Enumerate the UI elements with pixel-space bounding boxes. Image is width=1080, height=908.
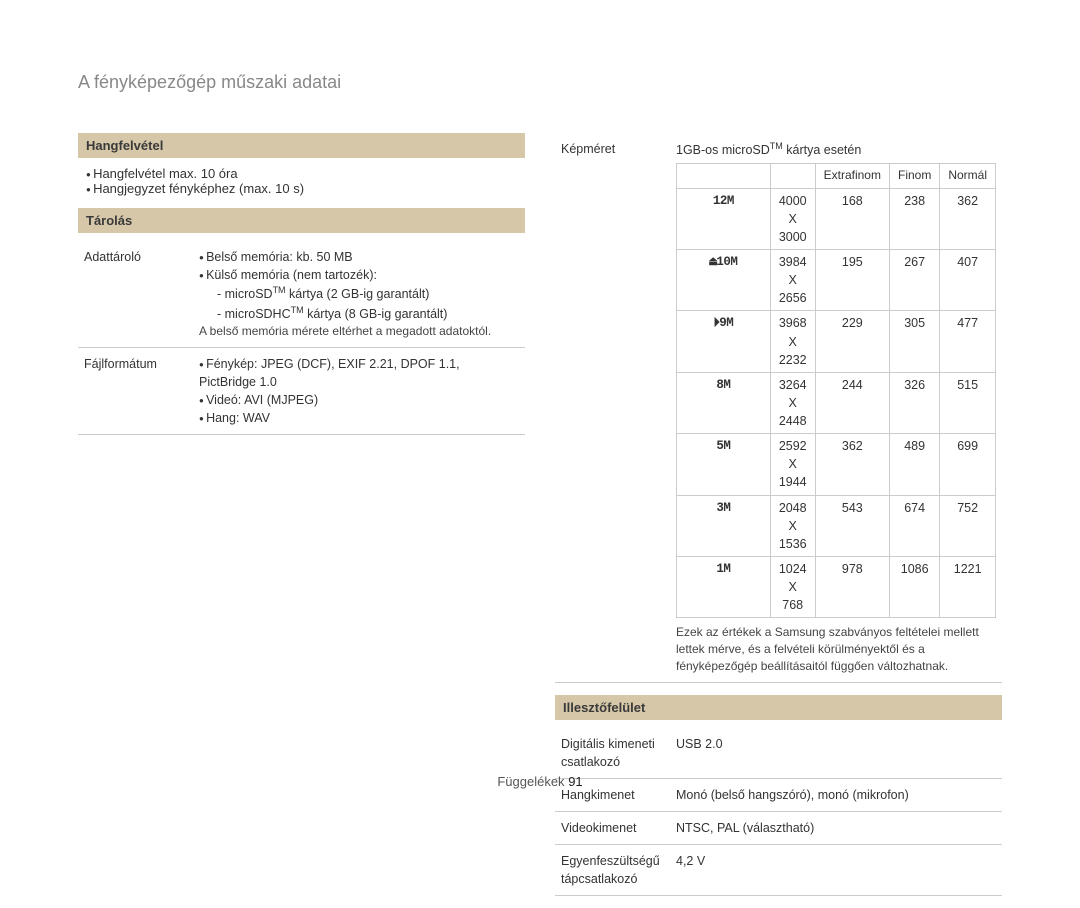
- value-cell: 362: [815, 434, 889, 495]
- list-item: Belső memória: kb. 50 MB: [199, 248, 519, 266]
- footer-label: Függelékek: [497, 774, 564, 789]
- list-item: Külső memória (nem tartozék):: [199, 266, 519, 284]
- row-label: Videokimenet: [555, 812, 670, 845]
- kepmeret-note: Ezek az értékek a Samsung szabványos fel…: [676, 624, 996, 674]
- size-icon: 1M: [677, 556, 771, 617]
- resolution-cell: 4000 X 3000: [770, 188, 815, 249]
- left-column: Hangfelvétel Hangfelvétel max. 10 óra Ha…: [78, 133, 525, 908]
- resolution-cell: 1024 X 768: [770, 556, 815, 617]
- kepmeret-wrapper: Képméret 1GB-os microSDTM kártya esetén …: [555, 133, 1002, 683]
- row-label: Képméret: [555, 133, 670, 682]
- value-cell: 244: [815, 372, 889, 433]
- list-item: Hangjegyzet fényképhez (max. 10 s): [86, 181, 525, 196]
- resolution-cell: 2048 X 1536: [770, 495, 815, 556]
- size-icon: ⏏10M: [677, 250, 771, 311]
- page-title: A fényképezőgép műszaki adatai: [78, 72, 1002, 93]
- row-label: Digitális kimeneti csatlakozó: [555, 728, 670, 779]
- table-row: Digitális kimeneti csatlakozó USB 2.0: [555, 728, 1002, 779]
- value-cell: 1086: [889, 556, 939, 617]
- storage-note: A belső memória mérete eltérhet a megado…: [199, 323, 519, 340]
- table-row: 8M3264 X 2448244326515: [677, 372, 996, 433]
- kepmeret-caption: 1GB-os microSDTM kártya esetén: [676, 140, 996, 159]
- table-row: Egyenfeszültségű tápcsatlakozó 4,2 V: [555, 845, 1002, 896]
- tarolas-table: Adattároló Belső memória: kb. 50 MB Küls…: [78, 241, 525, 435]
- row-label: Fájlformátum: [78, 347, 193, 435]
- page-number: 91: [568, 774, 582, 789]
- row-value: Fénykép: JPEG (DCF), EXIF 2.21, DPOF 1.1…: [193, 347, 525, 435]
- row-value: NTSC, PAL (választható): [670, 812, 1002, 845]
- size-icon: ⏵9M: [677, 311, 771, 372]
- section-tarolas: Tárolás: [78, 208, 525, 233]
- value-cell: 229: [815, 311, 889, 372]
- table-row: Adattároló Belső memória: kb. 50 MB Küls…: [78, 241, 525, 347]
- col-header: Normál: [940, 164, 996, 188]
- row-value: 1GB-os microSDTM kártya esetén Extrafino…: [670, 133, 1002, 682]
- table-row: 1M1024 X 76897810861221: [677, 556, 996, 617]
- value-cell: 362: [940, 188, 996, 249]
- size-icon: 12M: [677, 188, 771, 249]
- col-header: Finom: [889, 164, 939, 188]
- value-cell: 1221: [940, 556, 996, 617]
- value-cell: 326: [889, 372, 939, 433]
- illeszto-table: Digitális kimeneti csatlakozó USB 2.0 Ha…: [555, 728, 1002, 897]
- resolution-cell: 3984 X 2656: [770, 250, 815, 311]
- table-row: Fájlformátum Fénykép: JPEG (DCF), EXIF 2…: [78, 347, 525, 435]
- row-label: Egyenfeszültségű tápcsatlakozó: [555, 845, 670, 896]
- section-illeszto: Illesztőfelület: [555, 695, 1002, 720]
- hangfelvetel-list: Hangfelvétel max. 10 óra Hangjegyzet fén…: [78, 166, 525, 196]
- col-header: [770, 164, 815, 188]
- resolution-cell: 3264 X 2448: [770, 372, 815, 433]
- table-row: 5M2592 X 1944362489699: [677, 434, 996, 495]
- value-cell: 674: [889, 495, 939, 556]
- table-row: ⏵9M3968 X 2232229305477: [677, 311, 996, 372]
- value-cell: 752: [940, 495, 996, 556]
- right-column: Képméret 1GB-os microSDTM kártya esetén …: [555, 133, 1002, 908]
- value-cell: 238: [889, 188, 939, 249]
- resolution-cell: 3968 X 2232: [770, 311, 815, 372]
- list-item: Videó: AVI (MJPEG): [199, 391, 519, 409]
- table-row: Videokimenet NTSC, PAL (választható): [555, 812, 1002, 845]
- row-value: USB 2.0: [670, 728, 1002, 779]
- col-header: Extrafinom: [815, 164, 889, 188]
- list-item: Hangfelvétel max. 10 óra: [86, 166, 525, 181]
- list-item: microSDHCTM kártya (8 GB-ig garantált): [217, 304, 519, 323]
- size-icon: 8M: [677, 372, 771, 433]
- value-cell: 515: [940, 372, 996, 433]
- table-row: Képméret 1GB-os microSDTM kártya esetén …: [555, 133, 1002, 682]
- value-cell: 195: [815, 250, 889, 311]
- value-cell: 168: [815, 188, 889, 249]
- image-size-table: Extrafinom Finom Normál 12M4000 X 300016…: [676, 163, 996, 618]
- value-cell: 305: [889, 311, 939, 372]
- row-value: 4,2 V: [670, 845, 1002, 896]
- list-item: Hang: WAV: [199, 409, 519, 427]
- value-cell: 978: [815, 556, 889, 617]
- list-item: microSDTM kártya (2 GB-ig garantált): [217, 284, 519, 303]
- value-cell: 543: [815, 495, 889, 556]
- list-item: Fénykép: JPEG (DCF), EXIF 2.21, DPOF 1.1…: [199, 355, 519, 391]
- table-header-row: Extrafinom Finom Normál: [677, 164, 996, 188]
- row-label: Adattároló: [78, 241, 193, 347]
- page-footer: Függelékek 91: [0, 774, 1080, 789]
- table-row: 12M4000 X 3000168238362: [677, 188, 996, 249]
- table-row: 3M2048 X 1536543674752: [677, 495, 996, 556]
- table-row: ⏏10M3984 X 2656195267407: [677, 250, 996, 311]
- value-cell: 699: [940, 434, 996, 495]
- value-cell: 477: [940, 311, 996, 372]
- resolution-cell: 2592 X 1944: [770, 434, 815, 495]
- value-cell: 489: [889, 434, 939, 495]
- size-icon: 5M: [677, 434, 771, 495]
- value-cell: 407: [940, 250, 996, 311]
- value-cell: 267: [889, 250, 939, 311]
- col-header: [677, 164, 771, 188]
- size-icon: 3M: [677, 495, 771, 556]
- section-hangfelvetel: Hangfelvétel: [78, 133, 525, 158]
- row-value: Belső memória: kb. 50 MB Külső memória (…: [193, 241, 525, 347]
